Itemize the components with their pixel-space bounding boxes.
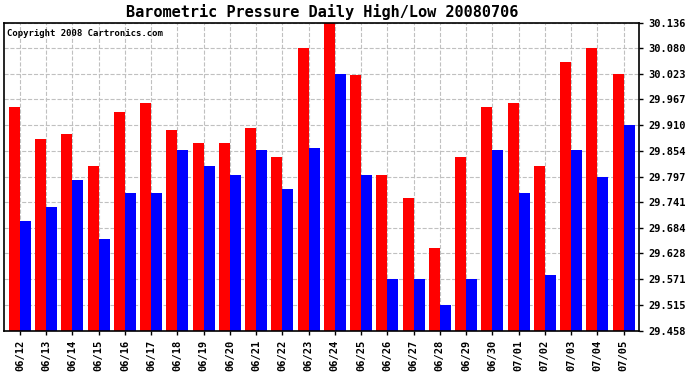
- Bar: [193, 144, 204, 330]
- Bar: [519, 194, 530, 330]
- Bar: [271, 157, 282, 330]
- Bar: [324, 23, 335, 330]
- Bar: [297, 48, 308, 330]
- Bar: [402, 198, 413, 330]
- Bar: [204, 166, 215, 330]
- Bar: [99, 239, 110, 330]
- Bar: [61, 134, 72, 330]
- Bar: [376, 175, 387, 330]
- Bar: [20, 220, 31, 330]
- Bar: [140, 103, 151, 330]
- Bar: [177, 150, 188, 330]
- Bar: [455, 157, 466, 330]
- Bar: [350, 75, 361, 330]
- Bar: [413, 279, 424, 330]
- Bar: [387, 279, 398, 330]
- Bar: [534, 166, 545, 330]
- Bar: [545, 275, 556, 330]
- Bar: [624, 125, 635, 330]
- Bar: [72, 180, 83, 330]
- Bar: [9, 107, 20, 330]
- Bar: [613, 74, 624, 330]
- Bar: [508, 103, 519, 330]
- Bar: [308, 148, 319, 330]
- Title: Barometric Pressure Daily High/Low 20080706: Barometric Pressure Daily High/Low 20080…: [126, 4, 518, 20]
- Bar: [219, 144, 230, 330]
- Bar: [151, 194, 162, 330]
- Bar: [256, 150, 267, 330]
- Bar: [428, 248, 440, 330]
- Bar: [440, 304, 451, 330]
- Bar: [466, 279, 477, 330]
- Bar: [230, 175, 241, 330]
- Bar: [571, 150, 582, 330]
- Bar: [361, 175, 372, 330]
- Bar: [282, 189, 293, 330]
- Text: Copyright 2008 Cartronics.com: Copyright 2008 Cartronics.com: [8, 29, 164, 38]
- Bar: [560, 62, 571, 330]
- Bar: [586, 48, 598, 330]
- Bar: [166, 130, 177, 330]
- Bar: [125, 194, 136, 330]
- Bar: [46, 207, 57, 330]
- Bar: [35, 139, 46, 330]
- Bar: [482, 107, 493, 330]
- Bar: [114, 112, 125, 330]
- Bar: [245, 128, 256, 330]
- Bar: [335, 74, 346, 330]
- Bar: [598, 177, 609, 330]
- Bar: [493, 150, 503, 330]
- Bar: [88, 166, 99, 330]
